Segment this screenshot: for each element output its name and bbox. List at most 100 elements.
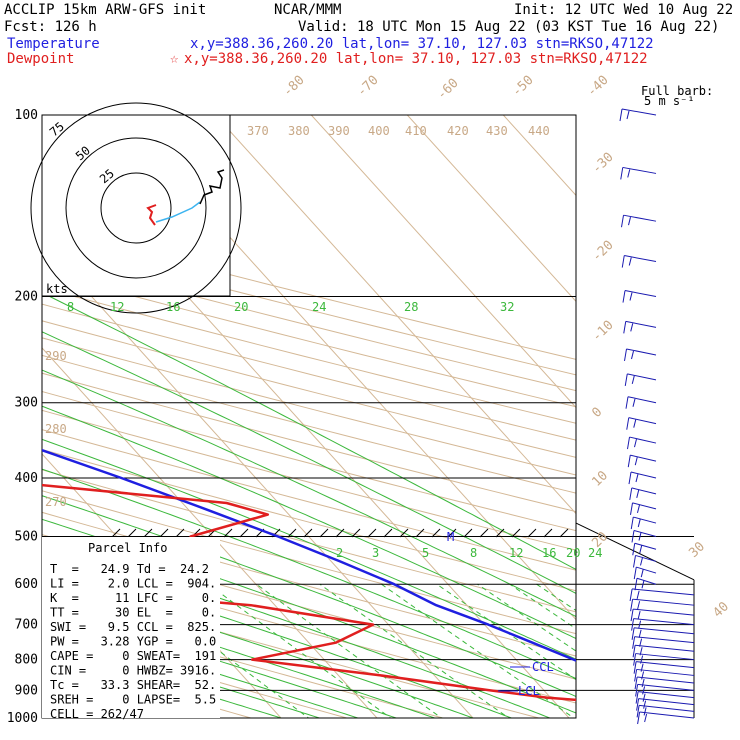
wind-barb — [627, 373, 657, 381]
freezing-hatch — [303, 528, 313, 538]
wind-barb — [639, 704, 695, 712]
pressure-label: 400 — [15, 471, 38, 486]
wind-barb-flag — [637, 504, 640, 514]
parcel-info-row: PW = 3.28 YGP = 0.0 — [50, 635, 216, 649]
dry-adiabat — [42, 303, 576, 441]
wind-barb-flag — [638, 629, 642, 638]
parcel-info-row: Tc = 33.3 SHEAR= 52. — [50, 678, 216, 692]
hodograph-frame — [41, 114, 231, 297]
ccl-label: CCL — [532, 660, 554, 674]
mixing-ratio-label: 2 — [336, 546, 343, 560]
wind-barb — [627, 396, 657, 404]
dry-adiabat — [42, 605, 445, 718]
wind-barb-flag — [637, 601, 641, 610]
full-barb-units: 5 m s⁻¹ — [644, 94, 695, 108]
wind-barb-flag — [621, 215, 624, 228]
theta-label: 420 — [447, 124, 469, 138]
wind-barb-flag — [634, 676, 638, 690]
wind-barb-flag — [631, 618, 635, 631]
wind-barb — [635, 653, 695, 661]
wind-barb — [634, 636, 695, 644]
wind-barb-flag — [624, 373, 628, 386]
wind-barb-flag — [630, 608, 634, 622]
barb-boundary — [575, 522, 695, 581]
wind-barb-flag — [632, 636, 636, 649]
freezing-hatch — [319, 528, 329, 538]
wind-barb-flag — [627, 169, 631, 178]
wind-barb-flag — [641, 678, 645, 688]
pressure-label: 600 — [15, 577, 38, 592]
dry-adiabat — [42, 240, 576, 376]
dry-adiabat — [42, 354, 576, 494]
pressure-label: 500 — [15, 529, 38, 544]
dry-adiabat — [42, 490, 576, 635]
wind-barb — [636, 661, 695, 669]
wind-barb — [634, 627, 695, 635]
wind-barb-flag — [630, 502, 633, 515]
freezing-hatch — [415, 528, 425, 538]
wind-barb-flag — [643, 700, 647, 709]
wind-barb-flag — [640, 557, 643, 566]
wind-barb — [636, 668, 695, 676]
wind-barb — [623, 214, 657, 222]
moist-adiabat — [42, 619, 358, 718]
wind-barb — [633, 618, 695, 626]
parcel-info-box: Parcel Info T = 24.9 Td = 24.2LI = 2.0 L… — [42, 537, 220, 721]
isotherm — [42, 241, 474, 718]
theta-label: 270 — [45, 495, 67, 509]
theta-e-label: 28 — [404, 300, 418, 314]
hodograph-ring — [65, 137, 207, 279]
wind-barb — [638, 698, 695, 706]
theta-e-label: 20 — [234, 300, 248, 314]
wind-barb-flag — [636, 590, 640, 600]
wind-barb-flag — [637, 610, 641, 620]
freezing-hatch — [463, 528, 473, 538]
wind-barb — [626, 348, 657, 356]
wind-barb — [622, 166, 657, 174]
hodograph-ring — [30, 102, 242, 314]
wind-barb-flag — [636, 698, 640, 711]
pressure-label: 800 — [15, 653, 38, 668]
mixing-ratio-label: 8 — [470, 546, 477, 560]
parcel-info-row: CIN = 0 HWBZ= 3916. — [50, 664, 216, 678]
mixing-ratio-label: 12 — [509, 546, 523, 560]
star-icon: ☆ — [170, 51, 179, 67]
mixing-ratio-line — [256, 583, 443, 718]
pressure-label: 200 — [15, 290, 38, 305]
dewpoint-line — [42, 483, 576, 702]
wind-barb-flag — [633, 566, 637, 580]
wind-barb-flag — [622, 290, 626, 303]
freezing-hatch — [143, 528, 153, 538]
legend-temperature-info: x,y=388.36,260.20 lat,lon= 37.10, 127.03… — [190, 36, 654, 52]
wind-barb-flag — [637, 711, 641, 725]
parcel-info-row: SREH = 0 LAPSE= 5.5 — [50, 693, 216, 707]
wind-barb-flag — [633, 419, 637, 428]
wind-barb — [624, 255, 657, 263]
freezing-hatch — [479, 528, 489, 538]
wind-barb — [635, 554, 657, 562]
theta-label: 410 — [405, 124, 427, 138]
hodograph-trace-mid — [155, 201, 201, 223]
wind-barb — [636, 577, 657, 585]
wind-barb-flag — [634, 578, 638, 591]
freezing-hatch — [511, 528, 521, 538]
valid-time: Valid: 18 UTC Mon 15 Aug 22 (03 KST Tue … — [298, 19, 719, 35]
parcel-info-title: Parcel Info — [88, 541, 167, 555]
mixing-ratio-line — [319, 583, 510, 718]
parcel-info-row: SWI = 9.5 CCL = 825. — [50, 620, 216, 634]
theta-e-label: 8 — [67, 300, 74, 314]
wind-barb — [637, 683, 695, 691]
wind-barb-flag — [628, 471, 632, 485]
center-name: NCAR/MMM — [274, 2, 341, 18]
dry-adiabat — [42, 271, 576, 408]
wind-barb-flag — [619, 108, 623, 122]
wind-barb-flag — [636, 705, 640, 718]
freezing-hatch — [239, 528, 249, 538]
wind-barb — [633, 529, 657, 537]
lcl-label: LCL — [518, 684, 540, 698]
theta-e-label: 32 — [500, 300, 514, 314]
isotherm — [406, 115, 576, 303]
wind-barb-flag — [631, 530, 635, 543]
freezing-hatch — [175, 528, 185, 538]
